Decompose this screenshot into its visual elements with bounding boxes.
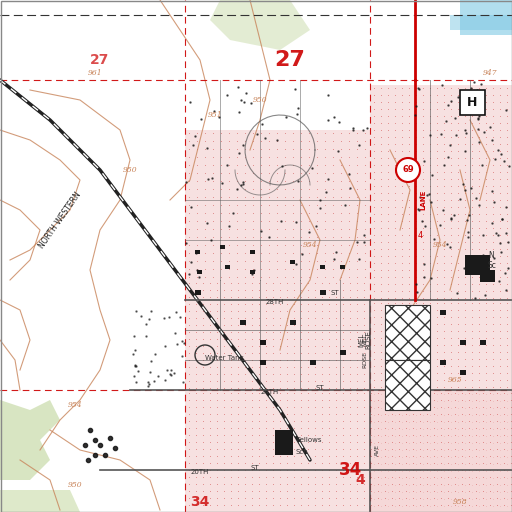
Bar	[340, 265, 345, 269]
Text: 4: 4	[355, 473, 365, 487]
Text: ST: ST	[251, 465, 259, 471]
Bar	[197, 270, 202, 274]
Bar	[440, 310, 446, 315]
Text: 69: 69	[402, 165, 414, 175]
Bar	[385, 305, 430, 360]
Bar	[185, 280, 370, 390]
Text: Water Tank: Water Tank	[205, 355, 244, 361]
Bar	[260, 360, 266, 365]
Text: 27: 27	[274, 50, 306, 70]
Text: H: H	[467, 96, 477, 110]
Text: 20TH: 20TH	[191, 469, 209, 475]
Bar	[250, 250, 255, 254]
Bar	[320, 265, 325, 269]
Bar	[460, 0, 512, 35]
Text: Fellows: Fellows	[296, 437, 322, 443]
Bar	[225, 265, 230, 269]
Bar	[290, 320, 296, 325]
Text: NORTH WESTERN: NORTH WESTERN	[37, 190, 83, 250]
Bar	[195, 250, 200, 254]
Text: 965: 965	[447, 376, 462, 384]
Text: Sc: Sc	[488, 261, 497, 269]
Text: 34: 34	[338, 461, 361, 479]
Bar	[480, 340, 486, 345]
Bar	[220, 245, 225, 249]
Text: 950: 950	[123, 166, 137, 174]
Bar	[370, 300, 512, 512]
Bar	[460, 90, 485, 115]
Bar	[370, 85, 512, 300]
Text: MEL: MEL	[362, 334, 367, 347]
Text: ROSE: ROSE	[362, 352, 367, 369]
Bar	[320, 290, 326, 295]
Bar	[465, 255, 490, 275]
Text: 951: 951	[208, 111, 222, 119]
Bar	[260, 340, 266, 345]
Text: AVE: AVE	[375, 444, 380, 456]
Text: 958: 958	[453, 498, 467, 506]
Text: 34: 34	[190, 495, 210, 509]
Bar	[195, 290, 201, 295]
Text: ST: ST	[316, 385, 324, 391]
Text: N: N	[488, 250, 494, 260]
Text: Sch: Sch	[296, 449, 309, 455]
Text: 954: 954	[68, 401, 82, 409]
Bar	[310, 360, 316, 365]
Polygon shape	[0, 490, 80, 512]
Bar	[440, 360, 446, 365]
Text: 4: 4	[418, 230, 423, 240]
Bar	[340, 350, 346, 355]
Bar	[480, 270, 495, 282]
Polygon shape	[210, 0, 310, 50]
Text: 27: 27	[90, 53, 110, 67]
Bar	[250, 270, 255, 274]
Text: ST: ST	[331, 290, 339, 296]
Text: 947: 947	[483, 69, 497, 77]
Bar	[450, 15, 512, 30]
Text: MEL
ROSE: MEL ROSE	[358, 331, 372, 349]
Bar	[385, 360, 430, 410]
Text: 954: 954	[303, 241, 317, 249]
Text: 28TH: 28TH	[266, 299, 284, 305]
Bar	[460, 340, 466, 345]
Text: 954: 954	[433, 241, 447, 249]
Bar	[185, 390, 512, 512]
Bar	[460, 370, 466, 375]
Circle shape	[396, 158, 420, 182]
Bar	[185, 130, 370, 280]
Text: 950: 950	[68, 481, 82, 489]
Text: 961: 961	[88, 69, 102, 77]
Text: 24TH: 24TH	[261, 389, 279, 395]
Bar	[290, 260, 295, 264]
Text: LANE: LANE	[420, 190, 426, 210]
Polygon shape	[0, 400, 60, 480]
Bar	[275, 430, 293, 455]
Bar	[240, 320, 246, 325]
Text: 950: 950	[253, 96, 267, 104]
